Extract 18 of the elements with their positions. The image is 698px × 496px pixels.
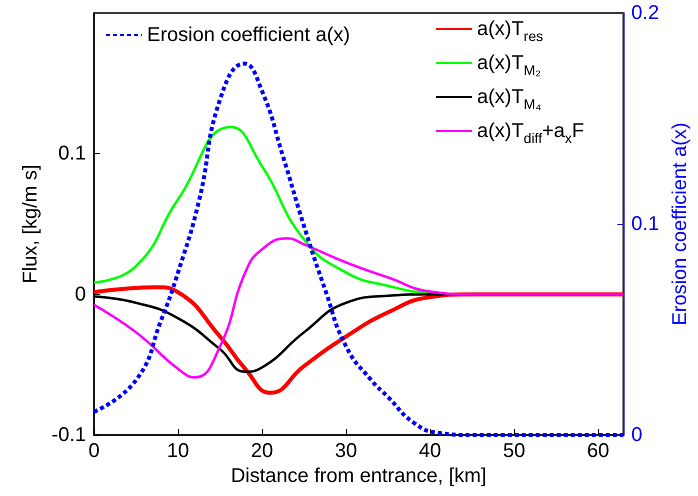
x-tick-label: 30 — [334, 440, 358, 462]
x-tick-label: 40 — [418, 440, 442, 462]
y2-tick-label: 0.1 — [631, 213, 660, 235]
x-tick-label: 60 — [586, 440, 610, 462]
x-tick-label: 50 — [502, 440, 526, 462]
y-tick-label: 0 — [74, 283, 86, 306]
y2-tick-label: 0 — [631, 424, 642, 446]
x-tick-label: 10 — [166, 440, 190, 462]
y-axis-title: Flux, [kg/m s] — [20, 164, 42, 284]
x-axis-title: Distance from entrance, [km] — [230, 464, 486, 487]
y-tick-label: 0.1 — [58, 142, 86, 165]
x-tick-label: 20 — [250, 440, 274, 462]
y-tick-label: -0.1 — [52, 424, 86, 446]
legend-label: Erosion coefficient a(x) — [147, 24, 350, 46]
y2-tick-label: 0.2 — [631, 2, 660, 24]
x-tick-label: 0 — [88, 440, 100, 462]
line-series — [92, 237, 625, 379]
y2-axis-title: Erosion coefficient a(x) — [669, 122, 691, 326]
